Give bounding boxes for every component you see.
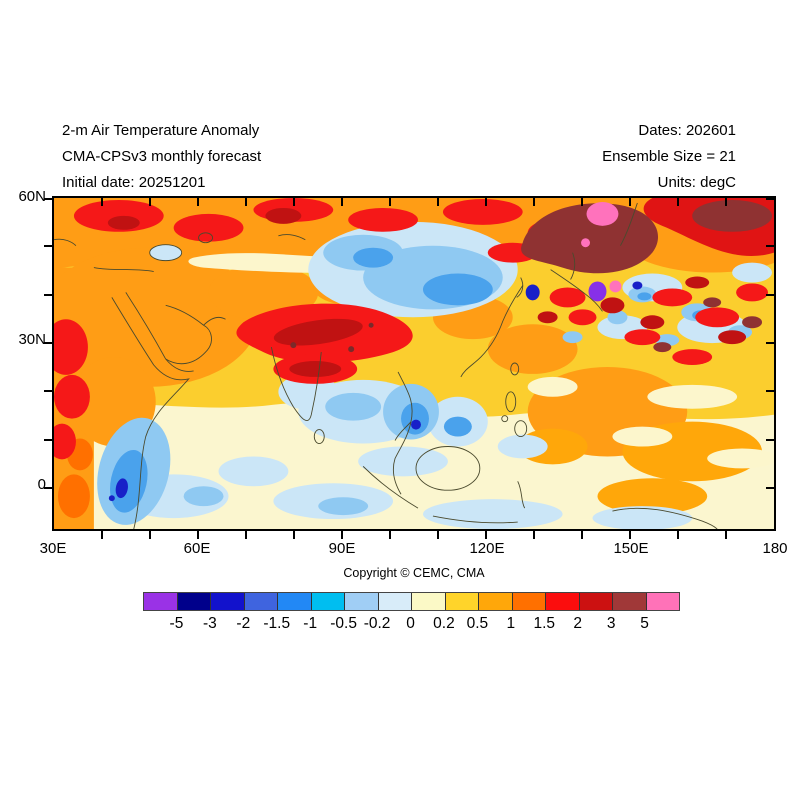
colorbar-tick-2: 2 bbox=[573, 615, 582, 632]
tick-top bbox=[245, 198, 247, 206]
colorbar-tick--5: -5 bbox=[169, 615, 184, 632]
colorbar-tick-0: 0 bbox=[406, 615, 415, 632]
tick-bottom bbox=[437, 531, 439, 539]
colorbar-swatch-6 bbox=[344, 593, 378, 610]
forecast-dates: Dates: 202601 bbox=[638, 122, 736, 139]
colorbar-swatch-0 bbox=[144, 593, 177, 610]
tick-bottom bbox=[341, 531, 343, 539]
colorbar bbox=[143, 592, 680, 611]
colorbar-swatch-1 bbox=[176, 593, 210, 610]
tick-right bbox=[766, 245, 774, 247]
colorbar-swatch-4 bbox=[277, 593, 311, 610]
lat-label-0: 0 bbox=[37, 476, 46, 493]
tick-bottom bbox=[101, 531, 103, 539]
tick-top bbox=[533, 198, 535, 206]
colorbar-swatch-7 bbox=[377, 593, 411, 610]
lon-label-30e: 30E bbox=[39, 540, 67, 557]
colorbar-swatch-15 bbox=[645, 593, 679, 610]
tick-bottom bbox=[149, 531, 151, 539]
colorbar-swatch-13 bbox=[578, 593, 612, 610]
lon-label-180: 180 bbox=[762, 540, 788, 557]
tick-bottom bbox=[389, 531, 391, 539]
tick-top bbox=[629, 198, 631, 206]
tick-top bbox=[101, 198, 103, 206]
tick-top bbox=[581, 198, 583, 206]
tick-bottom bbox=[725, 531, 727, 539]
lon-label-150e: 150E bbox=[613, 540, 649, 557]
tick-right bbox=[766, 487, 774, 489]
colorbar-swatch-14 bbox=[612, 593, 646, 610]
colorbar-tick--3: -3 bbox=[202, 615, 217, 632]
plot-title: 2-m Air Temperature Anomaly bbox=[62, 122, 260, 139]
tick-right bbox=[766, 390, 774, 392]
tick-top bbox=[149, 198, 151, 206]
colorbar-tick--2: -2 bbox=[236, 615, 251, 632]
colorbar-swatch-11 bbox=[511, 593, 545, 610]
tick-bottom bbox=[677, 531, 679, 539]
tick-left bbox=[44, 294, 52, 296]
tick-top bbox=[485, 198, 487, 206]
colorbar-tick--0.5: -0.5 bbox=[330, 615, 357, 632]
colorbar-swatch-8 bbox=[411, 593, 445, 610]
colorbar-swatch-5 bbox=[310, 593, 344, 610]
tick-left bbox=[44, 487, 52, 489]
temperature-anomaly-field bbox=[54, 198, 774, 529]
tick-left bbox=[44, 245, 52, 247]
tick-left bbox=[44, 439, 52, 441]
tick-right bbox=[766, 198, 774, 200]
colorbar-tick-0.2: 0.2 bbox=[433, 615, 455, 632]
colorbar-tick--1.5: -1.5 bbox=[263, 615, 291, 632]
tick-top bbox=[437, 198, 439, 206]
model-name: CMA-CPSv3 monthly forecast bbox=[62, 148, 262, 165]
tick-bottom bbox=[581, 531, 583, 539]
colorbar-tick--1: -1 bbox=[303, 615, 318, 632]
copyright-text: Copyright © CEMC, CMA bbox=[343, 566, 485, 580]
tick-bottom bbox=[293, 531, 295, 539]
colorbar-swatch-2 bbox=[210, 593, 244, 610]
tick-right bbox=[766, 342, 774, 344]
colorbar-tick-1.5: 1.5 bbox=[533, 615, 556, 632]
lon-label-60e: 60E bbox=[183, 540, 211, 557]
tick-top bbox=[197, 198, 199, 206]
tick-top bbox=[725, 198, 727, 206]
tick-bottom bbox=[245, 531, 247, 539]
initial-date: Initial date: 20251201 bbox=[62, 174, 206, 191]
lat-label-60n: 60N bbox=[18, 188, 46, 205]
colorbar-swatch-10 bbox=[478, 593, 512, 610]
tick-top bbox=[341, 198, 343, 206]
colorbar-swatch-12 bbox=[545, 593, 579, 610]
colorbar-swatch-3 bbox=[243, 593, 277, 610]
ensemble-size: Ensemble Size = 21 bbox=[602, 148, 736, 165]
tick-right bbox=[766, 294, 774, 296]
tick-top bbox=[293, 198, 295, 206]
tick-bottom bbox=[629, 531, 631, 539]
tick-right bbox=[766, 439, 774, 441]
header-right: Dates: 202601 Ensemble Size = 21 Units: … bbox=[602, 118, 736, 196]
tick-left bbox=[44, 342, 52, 344]
units-label: Units: degC bbox=[657, 174, 736, 191]
lon-label-90e: 90E bbox=[328, 540, 356, 557]
colorbar-tick-5: 5 bbox=[640, 615, 649, 632]
colorbar-tick-0.5: 0.5 bbox=[466, 615, 489, 632]
coastlines bbox=[54, 202, 718, 529]
tick-bottom bbox=[533, 531, 535, 539]
tick-left bbox=[44, 198, 52, 200]
colorbar-swatch-9 bbox=[444, 593, 478, 610]
tick-top bbox=[389, 198, 391, 206]
colorbar-tick-3: 3 bbox=[606, 615, 616, 632]
tick-bottom bbox=[197, 531, 199, 539]
tick-top bbox=[677, 198, 679, 206]
colorbar-tick-1: 1 bbox=[506, 615, 516, 632]
anomaly-map bbox=[44, 196, 776, 539]
lat-label-30n: 30N bbox=[18, 331, 46, 348]
header-left: 2-m Air Temperature Anomaly CMA-CPSv3 mo… bbox=[62, 118, 261, 196]
tick-bottom bbox=[485, 531, 487, 539]
tick-left bbox=[44, 390, 52, 392]
lon-label-120e: 120E bbox=[469, 540, 505, 557]
colorbar-labels: -5 -3 -2 -1.5 -1 -0.5 -0.2 0 0.2 0.5 1 1.5 2 3 5 bbox=[143, 615, 680, 633]
colorbar-tick--0.2: -0.2 bbox=[363, 615, 391, 632]
